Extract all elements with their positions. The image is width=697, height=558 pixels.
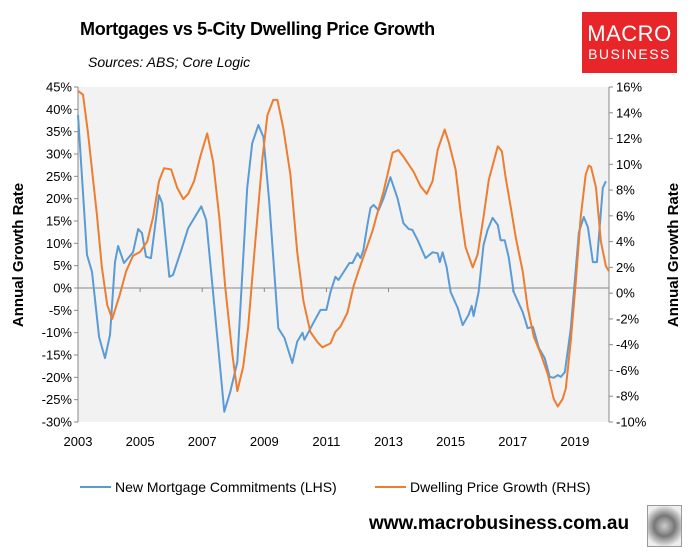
y-tick-label-right: -6% [616,363,640,378]
y-tick-label-left: 40% [46,102,72,117]
y-tick-label-left: 5% [53,258,72,273]
y-tick-label-left: 35% [46,124,72,139]
y-tick-label-right: 2% [616,260,635,275]
y-tick-label-right: 4% [616,234,635,249]
y-tick-label-right: 8% [616,183,635,198]
y-tick-label-right: -2% [616,311,640,326]
x-tick-label: 2011 [312,434,340,449]
y-tick-label-right: -10% [616,415,647,430]
logo-line-1: MACRO [587,21,672,46]
legend-label-dwelling: Dwelling Price Growth (RHS) [410,479,590,495]
y-tick-label-left: -5% [49,303,73,318]
x-tick-label: 2005 [126,434,155,449]
wolf-mascot-image [647,505,682,547]
y-tick-label-left: -30% [42,415,73,430]
y-tick-label-left: 10% [46,236,72,251]
legend: New Mortgage Commitments (LHS) Dwelling … [80,479,590,495]
x-tick-label: 2009 [250,434,279,449]
legend-label-mortgages: New Mortgage Commitments (LHS) [115,479,337,495]
website-url: www.macrobusiness.com.au [369,513,630,534]
y-axis-title-left: Annual Growth Rate [10,183,27,327]
y-tick-label-left: 20% [46,191,72,206]
x-tick-label: 2003 [64,434,93,449]
x-tick-label: 2013 [374,434,403,449]
y-tick-label-left: -20% [42,370,73,385]
series-line-dwelling-price-growth [77,90,610,408]
y-tick-label-left: 25% [46,169,72,184]
chart-subtitle: Sources: ABS; Core Logic [88,54,251,70]
macrobusiness-logo: MACRO BUSINESS [582,12,677,73]
y-tick-label-left: -10% [42,325,73,340]
x-tick-label: 2017 [498,434,527,449]
y-tick-label-left: 15% [46,214,72,229]
y-tick-label-left: -25% [42,392,73,407]
y-tick-label-right: 12% [616,131,642,146]
y-tick-label-left: 45% [46,80,72,95]
x-tick-label: 2007 [188,434,217,449]
chart-title: Mortgages vs 5-City Dwelling Price Growt… [80,19,435,39]
y-tick-label-right: 10% [616,157,642,172]
series-line-mortgage-commitments [77,115,607,413]
y-tick-label-left: 0% [53,281,72,296]
x-tick-label: 2019 [560,434,589,449]
x-tick-label: 2015 [436,434,465,449]
plot-area [78,87,609,422]
y-tick-label-right: -8% [616,389,640,404]
y-tick-label-left: -15% [42,348,73,363]
y-axis-title-right: Annual Growth Rate [665,183,682,327]
y-tick-label-left: 30% [46,147,72,162]
y-tick-label-right: 16% [616,80,642,95]
y-tick-label-right: 0% [616,286,635,301]
y-tick-label-right: 14% [616,105,642,120]
logo-line-2: BUSINESS [588,46,671,62]
y-tick-label-right: 6% [616,208,635,223]
y-tick-label-right: -4% [616,337,640,352]
